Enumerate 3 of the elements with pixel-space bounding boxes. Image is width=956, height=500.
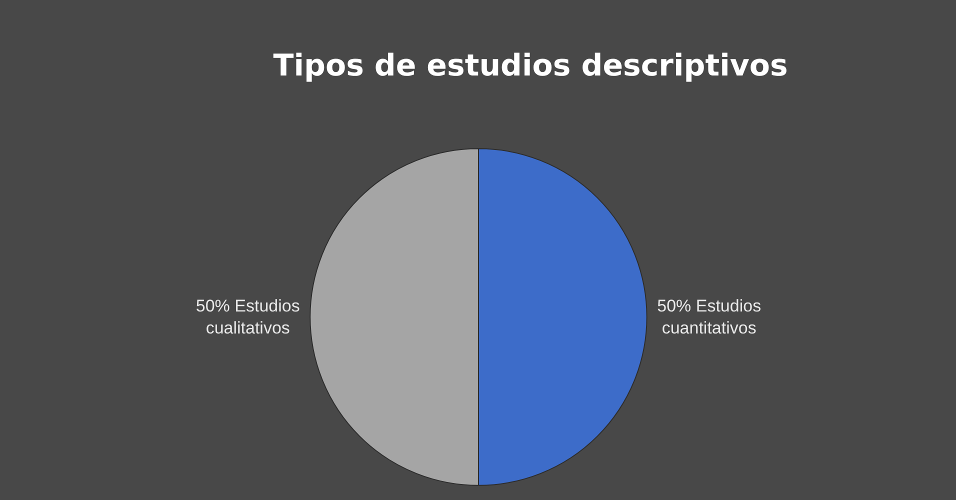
slice-label: 50% Estudios cualitativos (196, 296, 300, 338)
slice-label: 50% Estudios cuantitativos (657, 296, 762, 338)
chart-title: Tipos de estudios descriptivos (273, 48, 788, 84)
